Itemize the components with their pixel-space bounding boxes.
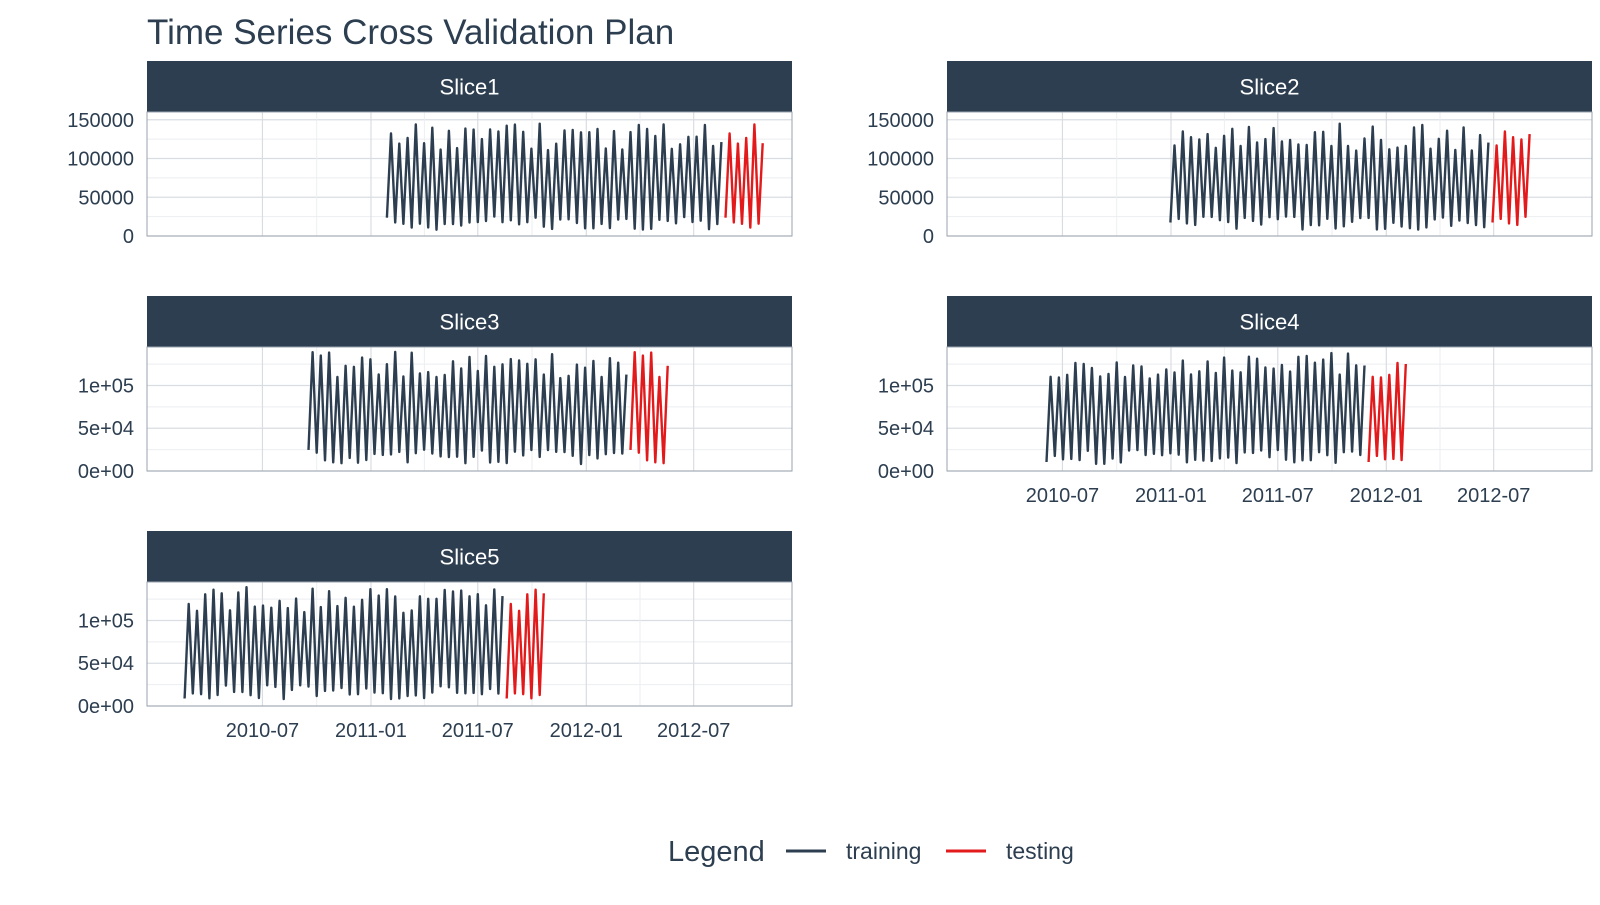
y-tick-label: 0 [923, 226, 934, 248]
legend-label-training: training [846, 838, 921, 864]
panel-slice5: Slice5 0e+00 5e+04 1e+05 2010-07 2011-01 2011-… [78, 531, 793, 742]
training-series-line [1045, 351, 1366, 465]
panel-border [146, 111, 793, 237]
y-tick-label: 0e+00 [78, 461, 134, 483]
y-tick-label: 5e+04 [878, 418, 934, 440]
testing-series-line [629, 351, 669, 465]
training-series-line [183, 586, 504, 701]
panel-border [946, 346, 1593, 472]
strip-label: Slice1 [440, 75, 500, 100]
strip-background [947, 296, 1592, 347]
x-tick-label: 2011-01 [335, 720, 407, 742]
strip-background [147, 61, 792, 112]
panel-border [946, 111, 1593, 237]
strip-label: Slice2 [1240, 75, 1300, 100]
testing-series-line [505, 588, 545, 700]
legend-title: Legend [668, 836, 765, 868]
strip-label: Slice4 [1240, 310, 1300, 335]
x-tick-label: 2011-07 [442, 720, 514, 742]
panel-slice3: Slice3 0e+00 5e+04 1e+05 [78, 296, 793, 483]
y-tick-label: 150000 [867, 110, 934, 132]
y-tick-label: 0e+00 [78, 696, 134, 718]
x-tick-label: 2012-07 [1457, 485, 1530, 507]
panel-slice4: Slice4 0e+00 5e+04 1e+05 2010-07 2011-01 2011-… [878, 296, 1593, 507]
legend-label-testing: testing [1006, 838, 1074, 864]
y-tick-label: 50000 [78, 187, 134, 209]
testing-series-line [1367, 361, 1407, 463]
panel-border [146, 581, 793, 707]
y-tick-label: 1e+05 [878, 375, 934, 397]
panels-group: Slice1 0 50000 100000 150000 Slice2 0 50000 1000… [67, 61, 1593, 742]
strip-background [147, 296, 792, 347]
x-tick-label: 2010-07 [226, 720, 299, 742]
training-series-line [307, 350, 628, 466]
training-series-line [385, 122, 723, 231]
y-tick-label: 0e+00 [878, 461, 934, 483]
testing-series-line [1491, 130, 1531, 227]
panel-border [146, 346, 793, 472]
y-tick-label: 100000 [67, 149, 134, 171]
strip-background [147, 531, 792, 582]
training-series-line [1169, 122, 1490, 231]
x-tick-label: 2011-07 [1242, 485, 1314, 507]
panel-slice2: Slice2 0 50000 100000 150000 [867, 61, 1593, 248]
y-tick-label: 5e+04 [78, 418, 134, 440]
y-tick-label: 5e+04 [78, 653, 134, 675]
y-tick-label: 100000 [867, 149, 934, 171]
testing-series-line [724, 123, 764, 229]
panel-slice1: Slice1 0 50000 100000 150000 [67, 61, 793, 248]
y-tick-label: 0 [123, 226, 134, 248]
strip-label: Slice5 [440, 545, 500, 570]
y-tick-label: 1e+05 [78, 375, 134, 397]
y-tick-label: 1e+05 [78, 610, 134, 632]
strip-label: Slice3 [440, 310, 500, 335]
y-tick-label: 50000 [878, 187, 934, 209]
x-tick-label: 2012-07 [657, 720, 730, 742]
chart-title: Time Series Cross Validation Plan [147, 13, 674, 52]
x-tick-label: 2010-07 [1026, 485, 1099, 507]
strip-background [947, 61, 1592, 112]
x-tick-label: 2012-01 [1350, 485, 1423, 507]
x-tick-label: 2011-01 [1135, 485, 1207, 507]
legend: Legend training testing [668, 836, 1074, 868]
y-tick-label: 150000 [67, 110, 134, 132]
x-tick-label: 2012-01 [550, 720, 623, 742]
